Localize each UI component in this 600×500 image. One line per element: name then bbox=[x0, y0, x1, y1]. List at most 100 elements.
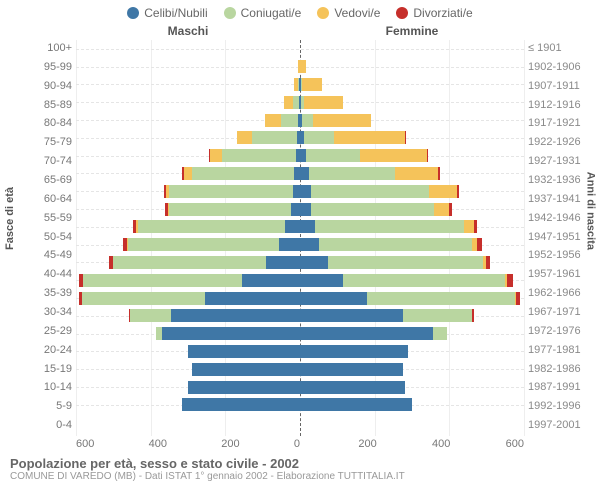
x-axis-left: 0200400600 bbox=[76, 438, 300, 452]
segment bbox=[192, 363, 300, 376]
segment bbox=[182, 398, 300, 411]
segment bbox=[192, 167, 295, 180]
bar bbox=[300, 309, 474, 322]
legend-label: Coniugati/e bbox=[241, 6, 302, 20]
half-male bbox=[76, 343, 300, 361]
pyramid-row bbox=[76, 378, 524, 396]
half-female bbox=[300, 360, 524, 378]
legend: Celibi/NubiliConiugati/eVedovi/eDivorzia… bbox=[0, 0, 600, 24]
segment bbox=[184, 167, 191, 180]
segment bbox=[300, 327, 433, 340]
x-tick: 600 bbox=[76, 438, 94, 452]
bar bbox=[300, 149, 428, 162]
segment bbox=[128, 238, 279, 251]
half-male bbox=[76, 236, 300, 254]
segment bbox=[300, 167, 309, 180]
segment bbox=[300, 256, 328, 269]
pyramid-row bbox=[76, 200, 524, 218]
segment bbox=[309, 167, 395, 180]
bar bbox=[188, 381, 300, 394]
segment bbox=[284, 96, 293, 109]
bar bbox=[237, 131, 300, 144]
segment bbox=[210, 149, 221, 162]
bar bbox=[300, 131, 405, 144]
segment bbox=[293, 185, 300, 198]
bar bbox=[192, 363, 300, 376]
segment bbox=[291, 203, 300, 216]
legend-dot-icon bbox=[317, 7, 329, 19]
segment bbox=[82, 292, 205, 305]
segment bbox=[429, 185, 457, 198]
segment bbox=[285, 220, 300, 233]
half-female bbox=[300, 343, 524, 361]
half-female bbox=[300, 254, 524, 272]
half-male bbox=[76, 378, 300, 396]
half-female bbox=[300, 165, 524, 183]
legend-dot-icon bbox=[396, 7, 408, 19]
pyramid-row bbox=[76, 40, 524, 58]
legend-label: Divorziati/e bbox=[413, 6, 472, 20]
pyramid-row bbox=[76, 218, 524, 236]
bar bbox=[300, 345, 408, 358]
pyramid-row bbox=[76, 129, 524, 147]
legend-item: Coniugati/e bbox=[224, 6, 302, 20]
pyramid-row bbox=[76, 93, 524, 111]
bar bbox=[182, 167, 300, 180]
half-male bbox=[76, 165, 300, 183]
half-male bbox=[76, 396, 300, 414]
segment bbox=[313, 114, 371, 127]
bar bbox=[123, 238, 300, 251]
bar bbox=[164, 185, 300, 198]
half-female bbox=[300, 378, 524, 396]
segment bbox=[405, 131, 406, 144]
segment bbox=[315, 220, 464, 233]
x-tick: 200 bbox=[358, 438, 376, 452]
bar bbox=[300, 327, 447, 340]
segment bbox=[281, 114, 298, 127]
legend-item: Divorziati/e bbox=[396, 6, 472, 20]
segment bbox=[138, 220, 285, 233]
bar bbox=[300, 256, 490, 269]
segment bbox=[433, 327, 448, 340]
caption: Popolazione per età, sesso e stato civil… bbox=[0, 452, 600, 482]
segment bbox=[188, 381, 300, 394]
segment bbox=[319, 238, 472, 251]
bar bbox=[300, 292, 520, 305]
half-female bbox=[300, 289, 524, 307]
segment bbox=[486, 256, 490, 269]
segment bbox=[83, 274, 242, 287]
bar bbox=[209, 149, 300, 162]
segment bbox=[472, 309, 474, 322]
bar bbox=[300, 114, 371, 127]
bar bbox=[300, 363, 403, 376]
segment bbox=[403, 309, 472, 322]
half-female bbox=[300, 271, 524, 289]
half-male bbox=[76, 93, 300, 111]
pyramid-row bbox=[76, 165, 524, 183]
segment bbox=[464, 220, 473, 233]
segment bbox=[237, 131, 252, 144]
pyramid-row bbox=[76, 360, 524, 378]
bar bbox=[300, 220, 477, 233]
segment bbox=[300, 274, 343, 287]
segment bbox=[279, 238, 300, 251]
bar bbox=[156, 327, 300, 340]
segment bbox=[169, 203, 290, 216]
half-female bbox=[300, 147, 524, 165]
segment bbox=[300, 363, 403, 376]
bar bbox=[79, 274, 300, 287]
half-male bbox=[76, 289, 300, 307]
segment bbox=[474, 220, 478, 233]
legend-dot-icon bbox=[127, 7, 139, 19]
half-male bbox=[76, 218, 300, 236]
x-tick: 400 bbox=[432, 438, 450, 452]
segment bbox=[300, 185, 311, 198]
pyramid-row bbox=[76, 289, 524, 307]
header-male: Maschi bbox=[76, 24, 300, 38]
half-male bbox=[76, 271, 300, 289]
legend-dot-icon bbox=[224, 7, 236, 19]
legend-item: Celibi/Nubili bbox=[127, 6, 207, 20]
half-female bbox=[300, 76, 524, 94]
segment bbox=[334, 131, 405, 144]
bar bbox=[188, 345, 300, 358]
